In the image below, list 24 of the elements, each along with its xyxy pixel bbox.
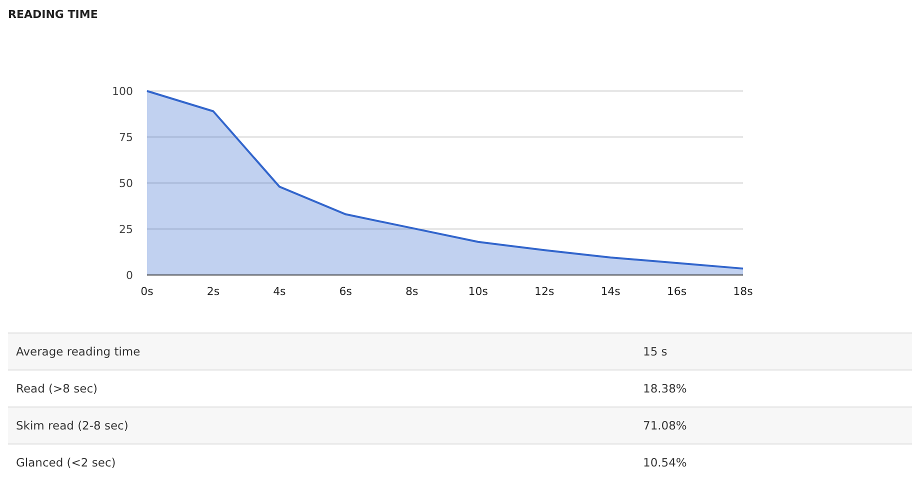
y-tick-label: 100 — [112, 84, 133, 98]
text: Glanced (<2 sec) — [16, 456, 116, 470]
x-tick-label: 14s — [600, 285, 621, 298]
text: 18.38% — [643, 382, 687, 396]
y-tick-label: 25 — [119, 222, 133, 236]
y-tick-label: 75 — [119, 130, 133, 144]
text: 71.08% — [643, 418, 687, 433]
x-tick-label: 0s — [140, 285, 154, 298]
text: Read (>8 sec) — [16, 382, 98, 396]
text: Skim read (2-8 sec) — [16, 418, 128, 433]
x-tick-label: 6s — [339, 285, 352, 298]
x-tick-label: 10s — [468, 285, 488, 298]
text: 10.54% — [643, 456, 687, 470]
text: READING TIME — [8, 8, 98, 21]
y-tick-label: 50 — [119, 176, 133, 190]
x-tick-label: 12s — [534, 285, 554, 298]
x-tick-label: 2s — [206, 285, 220, 298]
text: 15 s — [643, 344, 668, 359]
text: Average reading time — [16, 344, 140, 359]
x-tick-label: 16s — [666, 285, 687, 298]
y-tick-label: 0 — [126, 268, 133, 282]
x-tick-label: 4s — [273, 285, 286, 298]
x-tick-label: 18s — [733, 285, 754, 298]
x-tick-label: 8s — [406, 285, 419, 298]
